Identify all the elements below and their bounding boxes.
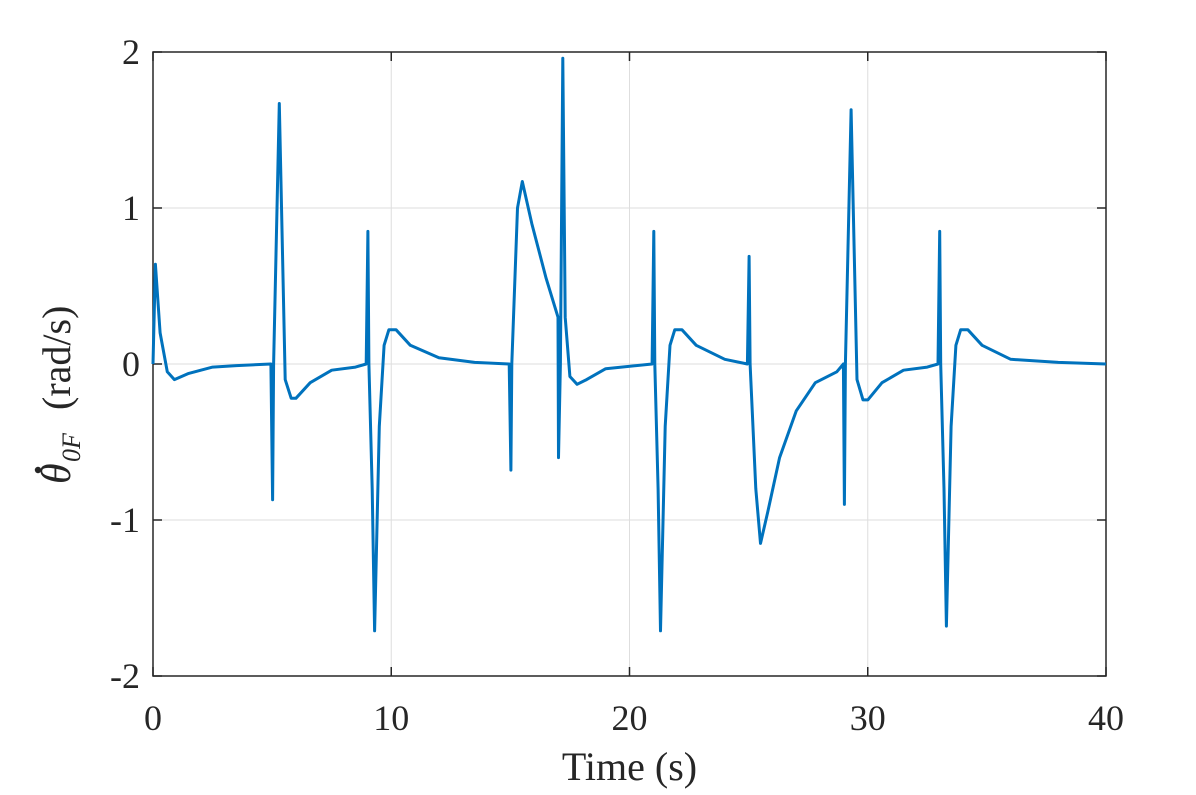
y-axis-label-symbol: θ [34,463,80,484]
y-tick-label: -1 [110,500,140,540]
y-tick-label: 0 [122,344,140,384]
y-axis-label-unit: (rad/s) [34,306,79,410]
x-tick-label: 40 [1088,698,1124,738]
x-axis-label: Time (s) [562,744,697,789]
y-axis-label-dot [34,466,42,474]
y-tick-label: 2 [122,32,140,72]
y-axis-label-subscript: 0F [57,432,86,462]
x-tick-label: 10 [373,698,409,738]
series-line [151,56,1107,633]
y-axis-label: θ 0F (rad/s) [34,306,86,484]
tick-labels: 0 10 20 30 40 -2 -1 0 1 2 [110,32,1124,738]
grid [152,51,1107,677]
y-tick-label: -2 [110,656,140,696]
x-tick-label: 0 [144,698,162,738]
tick-marks [152,51,1107,677]
x-tick-label: 20 [612,698,648,738]
y-tick-label: 1 [122,188,140,228]
x-tick-label: 30 [850,698,886,738]
